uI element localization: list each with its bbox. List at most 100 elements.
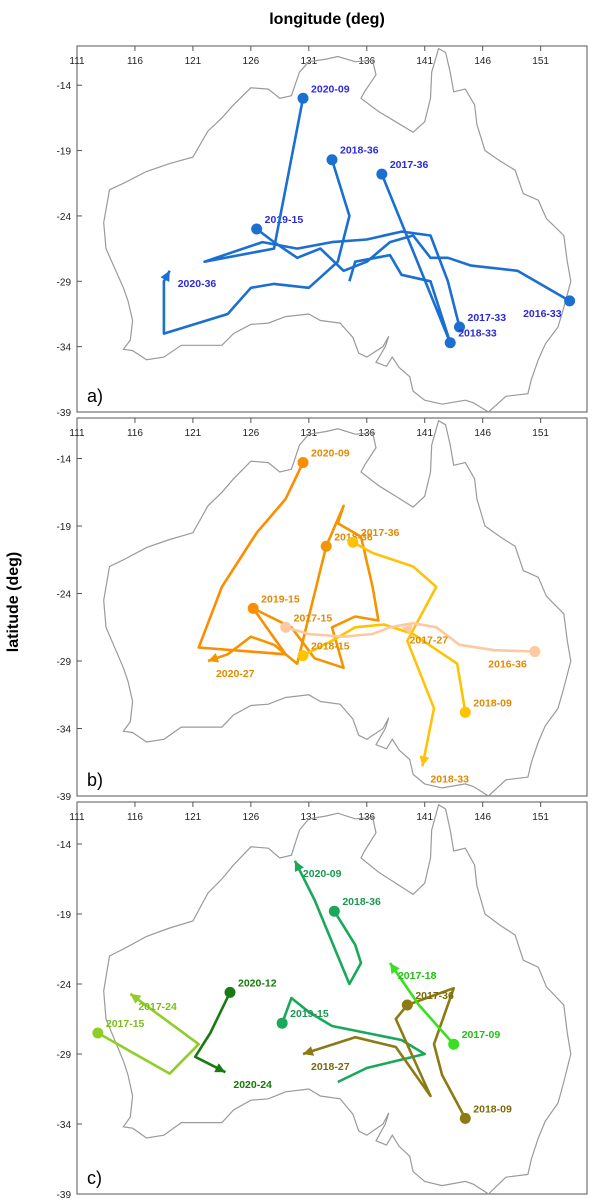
- trajectory-line: [352, 541, 438, 767]
- trajectory-line: [255, 227, 571, 303]
- start-marker: [320, 540, 332, 552]
- australia-outline: [103, 803, 572, 1195]
- point-label: 2018-36: [340, 145, 379, 157]
- panel-frame: [76, 45, 588, 413]
- trajectory-line: [293, 860, 363, 986]
- y-tick-label: -19: [57, 910, 72, 921]
- point-label: 2018-36: [342, 896, 381, 908]
- x-tick-label: 146: [474, 428, 491, 439]
- x-tick-label: 131: [300, 428, 317, 439]
- point-label: 2020-09: [311, 448, 350, 460]
- x-tick-label: 141: [416, 428, 433, 439]
- point-label: 2020-27: [216, 668, 255, 680]
- point-label: 2018-15: [311, 641, 350, 653]
- point-label: 2019-15: [261, 593, 300, 605]
- panel-frame: [76, 801, 588, 1195]
- start-marker: [564, 295, 576, 307]
- trajectory-line: [302, 623, 467, 713]
- point-label: 2018-33: [430, 773, 469, 785]
- start-marker: [92, 1027, 104, 1039]
- y-tick-label: -39: [57, 792, 72, 803]
- trajectory-line: [207, 504, 380, 670]
- x-tick-label: 141: [416, 812, 433, 823]
- x-tick-label: 151: [532, 56, 549, 67]
- start-marker: [280, 621, 292, 633]
- x-tick-label: 141: [416, 56, 433, 67]
- x-tick-label: 131: [300, 812, 317, 823]
- y-tick-label: -14: [57, 81, 72, 92]
- y-tick-label: -29: [57, 657, 72, 668]
- trajectory-line: [203, 98, 461, 328]
- y-tick-label: -34: [57, 1120, 72, 1131]
- point-label: 2019-15: [290, 1008, 329, 1020]
- end-arrow: [303, 1046, 315, 1056]
- panel-a: 111 116 121 126 131 136 141 146 151-14-19-24-29-…: [57, 45, 588, 419]
- start-marker: [251, 223, 263, 235]
- start-marker: [444, 337, 456, 349]
- y-tick-label: -29: [57, 277, 72, 288]
- end-arrow: [419, 755, 430, 767]
- trajectory-line: [388, 962, 455, 1046]
- y-tick-label: -19: [57, 522, 72, 533]
- start-marker: [326, 154, 338, 166]
- end-arrow: [160, 270, 170, 282]
- start-marker: [376, 168, 388, 180]
- y-axis-title: latitude (deg): [5, 552, 22, 652]
- y-tick-label: -14: [57, 840, 72, 851]
- point-label: 2017-27: [410, 634, 449, 646]
- point-label: 2020-09: [303, 868, 342, 880]
- y-tick-label: -34: [57, 725, 72, 736]
- start-marker: [454, 321, 465, 333]
- point-label: 2019-15: [265, 214, 304, 226]
- point-label: 2018-33: [458, 328, 497, 340]
- point-label: 2017-09: [462, 1029, 501, 1041]
- point-label: 2016-33: [523, 308, 562, 320]
- point-label: 2017-36: [390, 159, 429, 171]
- point-label: 2020-12: [238, 977, 277, 989]
- end-arrow: [401, 624, 413, 635]
- start-marker: [297, 457, 309, 469]
- x-tick-label: 111: [69, 428, 85, 439]
- x-tick-label: 146: [474, 812, 491, 823]
- y-tick-label: -39: [57, 408, 72, 419]
- y-tick-label: -19: [57, 147, 72, 158]
- start-marker: [459, 706, 471, 718]
- start-marker: [224, 986, 236, 998]
- start-marker: [459, 1112, 471, 1124]
- x-tick-label: 126: [243, 428, 260, 439]
- point-label: 2020-24: [233, 1079, 272, 1091]
- panel-label: c): [87, 1168, 102, 1188]
- y-tick-label: -14: [57, 455, 72, 466]
- y-tick-label: -39: [57, 1190, 72, 1201]
- point-label: 2018-09: [473, 697, 512, 709]
- point-label: 2017-24: [138, 1001, 177, 1013]
- trajectory-line: [162, 159, 351, 335]
- start-marker: [529, 646, 541, 658]
- trajectory-line: [280, 996, 427, 1084]
- y-tick-label: -24: [57, 212, 72, 223]
- point-label: 2017-36: [415, 990, 454, 1002]
- panel-c: 111 116 121 126 131 136 141 146 151-14-19-24-29-…: [57, 801, 588, 1201]
- end-arrow: [208, 653, 220, 663]
- y-tick-label: -34: [57, 343, 72, 354]
- point-label: 2016-36: [488, 659, 527, 671]
- trajectory-line: [285, 621, 535, 653]
- end-arrow: [294, 860, 304, 872]
- trajectory-line: [193, 991, 232, 1074]
- point-label: 2017-15: [294, 612, 333, 624]
- trajectory-line: [97, 992, 200, 1075]
- point-label: 2017-15: [106, 1018, 145, 1030]
- panel-frame: [76, 417, 588, 797]
- point-label: 2018-09: [473, 1103, 512, 1115]
- end-arrow: [214, 1063, 226, 1073]
- trajectory-line: [302, 986, 467, 1120]
- start-marker: [448, 1038, 460, 1050]
- point-label: 2017-36: [361, 527, 400, 539]
- point-label: 2020-36: [178, 278, 217, 290]
- panel-label: a): [87, 386, 103, 406]
- end-arrow: [390, 963, 400, 975]
- x-tick-label: 116: [127, 56, 143, 67]
- y-tick-label: -24: [57, 980, 72, 991]
- start-marker: [276, 1017, 288, 1029]
- point-label: 2017-18: [398, 970, 437, 982]
